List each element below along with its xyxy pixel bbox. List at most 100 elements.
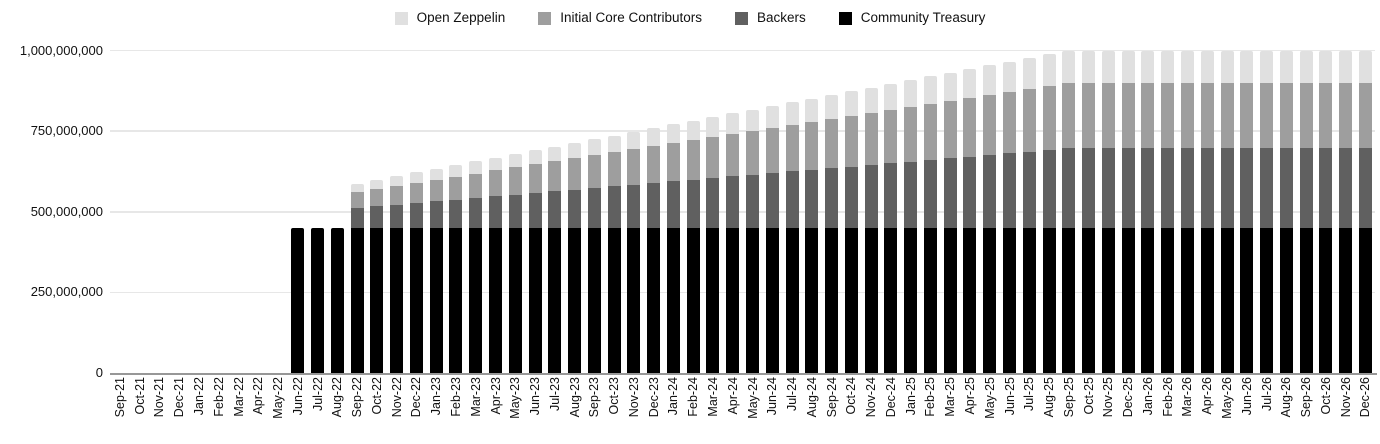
gridline <box>110 49 1375 52</box>
stacked-bar-Jun-25[interactable] <box>1003 61 1017 373</box>
stacked-bar-Mar-26[interactable] <box>1180 50 1194 373</box>
legend-item-community-treasury[interactable]: Community Treasury <box>838 10 985 26</box>
bar-segment-backers <box>1220 148 1234 228</box>
stacked-bar-Aug-25[interactable] <box>1042 54 1056 373</box>
stacked-bar-May-26[interactable] <box>1220 50 1234 373</box>
bar-segment-initial-core-contributors <box>607 152 621 187</box>
bar-segment-backers <box>844 166 858 228</box>
stacked-bar-May-23[interactable] <box>508 154 522 373</box>
stacked-bar-Jun-24[interactable] <box>765 105 779 373</box>
legend-label-backers: Backers <box>757 10 806 25</box>
stacked-bar-Jan-24[interactable] <box>666 124 680 373</box>
x-axis-label: Jun-22 <box>290 377 305 416</box>
bar-segment-initial-core-contributors <box>825 119 839 169</box>
x-axis-label: May-23 <box>508 377 523 419</box>
stacked-bar-Aug-23[interactable] <box>568 142 582 373</box>
stacked-bar-Apr-23[interactable] <box>489 157 502 373</box>
stacked-bar-Jan-25[interactable] <box>904 80 918 373</box>
x-axis-label: Jan-23 <box>429 377 444 416</box>
bar-segment-open-zeppelin <box>666 124 680 144</box>
stacked-bar-Sep-22[interactable] <box>350 183 364 373</box>
bar-segment-initial-core-contributors <box>568 158 582 190</box>
stacked-bar-Dec-24[interactable] <box>884 83 898 373</box>
stacked-bar-Nov-22[interactable] <box>390 176 404 373</box>
stacked-bar-Oct-24[interactable] <box>844 91 858 373</box>
stacked-bar-Aug-24[interactable] <box>805 98 819 373</box>
y-axis-label: 250,000,000 <box>30 284 103 300</box>
stacked-bar-Mar-24[interactable] <box>706 117 720 373</box>
stacked-bar-Jun-23[interactable] <box>528 150 542 373</box>
stacked-bar-Sep-25[interactable] <box>1062 50 1076 373</box>
bar-segment-community-treasury <box>1101 227 1115 373</box>
stacked-bar-Apr-25[interactable] <box>963 69 977 373</box>
x-axis-label: Jul-23 <box>547 377 562 412</box>
bar-segment-community-treasury <box>805 227 819 373</box>
bar-segment-backers <box>429 201 443 228</box>
stacked-bar-Feb-26[interactable] <box>1161 50 1175 373</box>
stacked-bar-Jan-26[interactable] <box>1141 50 1155 373</box>
stacked-bar-Nov-25[interactable] <box>1101 50 1115 373</box>
backers-swatch-icon <box>735 11 749 25</box>
x-axis-label: Jul-24 <box>785 377 800 412</box>
stacked-bar-Apr-26[interactable] <box>1200 50 1214 373</box>
stacked-bar-Jul-26[interactable] <box>1260 50 1274 373</box>
stacked-bar-Jan-23[interactable] <box>429 168 443 373</box>
stacked-bar-Jul-25[interactable] <box>1022 58 1036 373</box>
stacked-bar-Mar-23[interactable] <box>469 161 483 373</box>
stacked-bar-Oct-23[interactable] <box>607 135 621 373</box>
stacked-bar-Jul-22[interactable] <box>311 227 325 373</box>
stacked-bar-May-25[interactable] <box>983 65 997 373</box>
bar-segment-community-treasury <box>1240 227 1254 373</box>
stacked-bar-Jul-23[interactable] <box>548 146 562 373</box>
bar-segment-backers <box>1299 148 1313 228</box>
legend-item-backers[interactable]: Backers <box>735 10 806 26</box>
legend-item-initial-core-contributors[interactable]: Initial Core Contributors <box>538 10 702 26</box>
legend-item-open-zeppelin[interactable]: Open Zeppelin <box>394 10 505 26</box>
stacked-bar-Dec-26[interactable] <box>1358 50 1372 373</box>
bar-segment-initial-core-contributors <box>706 137 720 179</box>
stacked-bar-Feb-23[interactable] <box>449 165 463 373</box>
bar-segment-open-zeppelin <box>1339 50 1353 83</box>
bar-segment-community-treasury <box>963 227 977 373</box>
bar-segment-backers <box>1121 148 1135 228</box>
bar-segment-open-zeppelin <box>1180 50 1194 83</box>
stacked-bar-Apr-24[interactable] <box>726 113 740 373</box>
stacked-bar-Sep-26[interactable] <box>1299 50 1313 373</box>
x-axis-label: Feb-24 <box>686 377 701 417</box>
bar-segment-backers <box>825 168 839 228</box>
stacked-bar-Sep-24[interactable] <box>825 94 839 373</box>
bar-segment-backers <box>469 198 483 228</box>
x-axis-label: Nov-21 <box>152 377 167 418</box>
stacked-bar-Jun-26[interactable] <box>1240 50 1254 373</box>
bar-segment-community-treasury <box>943 227 957 373</box>
stacked-bar-Mar-25[interactable] <box>943 72 957 373</box>
bar-segment-initial-core-contributors <box>923 103 937 160</box>
stacked-bar-Feb-24[interactable] <box>686 120 700 373</box>
bar-segment-community-treasury <box>1358 227 1372 373</box>
x-axis-label: Nov-25 <box>1101 377 1116 418</box>
stacked-bar-Aug-22[interactable] <box>330 227 344 373</box>
x-axis-label: Jul-22 <box>310 377 325 412</box>
bar-segment-initial-core-contributors <box>844 116 858 167</box>
stacked-bar-May-24[interactable] <box>746 109 760 373</box>
stacked-bar-Dec-23[interactable] <box>647 128 661 373</box>
stacked-bar-Dec-25[interactable] <box>1121 50 1135 373</box>
stacked-bar-Oct-25[interactable] <box>1082 50 1096 373</box>
stacked-bar-Nov-23[interactable] <box>627 131 641 373</box>
stacked-bar-Feb-25[interactable] <box>923 76 937 373</box>
stacked-bar-Oct-22[interactable] <box>370 179 384 373</box>
stacked-bar-Nov-24[interactable] <box>864 87 878 373</box>
stacked-bar-Dec-22[interactable] <box>409 172 423 373</box>
x-axis-label: Nov-24 <box>864 377 879 418</box>
stacked-bar-Sep-23[interactable] <box>587 139 601 373</box>
stacked-bar-Jul-24[interactable] <box>785 102 799 373</box>
stacked-bar-Aug-26[interactable] <box>1279 50 1293 373</box>
stacked-bar-Oct-26[interactable] <box>1319 50 1333 373</box>
stacked-bar-Nov-26[interactable] <box>1339 50 1353 373</box>
bar-segment-initial-core-contributors <box>1279 82 1293 149</box>
stacked-bar-Jun-22[interactable] <box>291 227 305 373</box>
bar-segment-initial-core-contributors <box>1161 82 1175 149</box>
bar-segment-community-treasury <box>409 227 423 373</box>
